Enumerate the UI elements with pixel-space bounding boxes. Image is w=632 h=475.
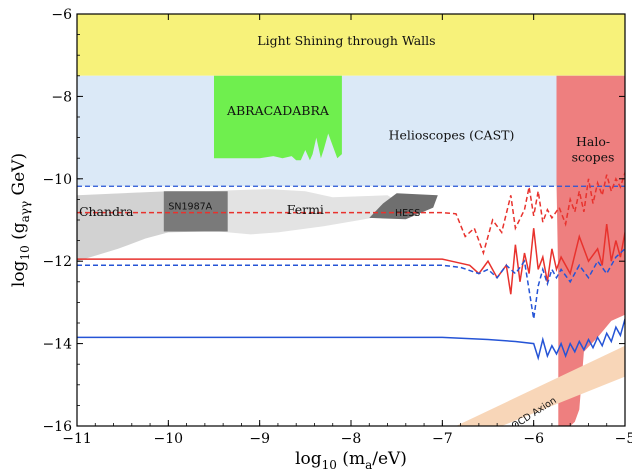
axis-title-part: (g bbox=[9, 222, 29, 245]
axis-title-part: (m bbox=[337, 449, 365, 469]
axis-title-sub: 10 bbox=[18, 245, 32, 260]
plot-area: Light Shining through Walls Helioscopes (… bbox=[77, 14, 625, 426]
label-line: Chandra bbox=[79, 204, 134, 219]
label-line: HESS bbox=[395, 208, 420, 219]
region-fermi bbox=[204, 189, 402, 235]
x-tick-label: −10 bbox=[154, 431, 184, 447]
axis-title-sub: aγγ bbox=[18, 201, 32, 223]
axis-title-part: log bbox=[295, 449, 322, 469]
y-tick-label: −16 bbox=[42, 419, 72, 435]
y-tick-label: −10 bbox=[42, 172, 72, 188]
x-tick-label: −9 bbox=[249, 431, 270, 447]
axis-title-sub: a bbox=[365, 458, 372, 472]
region-hess bbox=[369, 193, 438, 220]
x-tick-label: −5 bbox=[615, 431, 632, 447]
label-line: Helioscopes (CAST) bbox=[389, 128, 515, 143]
region-abracadabra bbox=[214, 75, 342, 161]
label-hess: HESS bbox=[395, 208, 420, 219]
axis-title-part: GeV) bbox=[9, 153, 29, 201]
x-tick-label: −8 bbox=[341, 431, 362, 447]
axis-title-part: /eV) bbox=[372, 449, 407, 469]
x-axis-title: log10 (ma/eV) bbox=[295, 449, 407, 472]
label-abracadabra: ABRACADABRA bbox=[226, 103, 330, 118]
label-helioscopes-cast: Helioscopes (CAST) bbox=[389, 128, 515, 143]
region-qcd-axion bbox=[456, 345, 625, 426]
label-fermi: Fermi bbox=[287, 202, 324, 217]
label-line: Light Shining through Walls bbox=[257, 33, 435, 48]
label-line: ABRACADABRA bbox=[226, 103, 330, 118]
axis-title-part: log bbox=[9, 260, 29, 287]
y-tick-label: −14 bbox=[42, 337, 72, 353]
label-line: SN1987A bbox=[168, 202, 212, 213]
series-blue-solid-curve bbox=[77, 318, 625, 361]
x-tick-label: −11 bbox=[62, 431, 92, 447]
label-line: scopes bbox=[572, 149, 615, 164]
series-red-solid-curve bbox=[77, 224, 625, 295]
region-light-shining-through-walls bbox=[77, 14, 625, 76]
x-tick-label: −6 bbox=[523, 431, 544, 447]
label-sn1987a: SN1987A bbox=[168, 202, 212, 213]
y-tick-label: −6 bbox=[51, 7, 72, 23]
label-line: Fermi bbox=[287, 202, 324, 217]
y-tick-label: −8 bbox=[51, 89, 72, 105]
series-blue-dashed-curve bbox=[77, 248, 625, 320]
label-light-shining-through-walls: Light Shining through Walls bbox=[257, 33, 435, 48]
label-line: Halo- bbox=[576, 134, 610, 149]
region-sn1987a bbox=[163, 191, 228, 232]
label-chandra: Chandra bbox=[79, 204, 134, 219]
y-tick-label: −12 bbox=[42, 254, 72, 270]
x-tick-label: −7 bbox=[432, 431, 453, 447]
region-helioscopes-cast bbox=[77, 75, 625, 187]
label-halo-scopes: Halo-scopes bbox=[572, 134, 615, 165]
series-red-dashed-curve bbox=[77, 172, 625, 256]
y-axis-title: log10 (gaγγ GeV) bbox=[9, 153, 32, 287]
region-halo-scopes bbox=[556, 75, 625, 426]
axis-title-sub: 10 bbox=[322, 458, 337, 472]
